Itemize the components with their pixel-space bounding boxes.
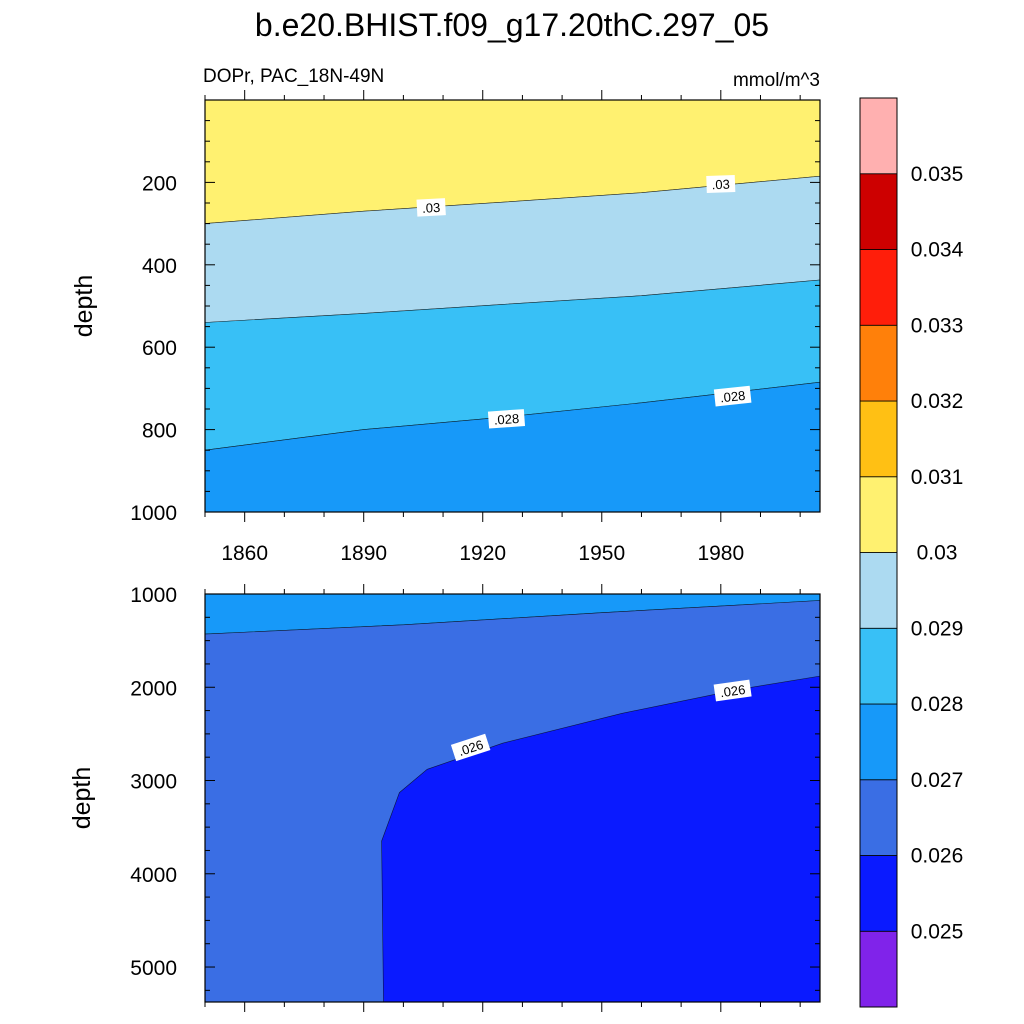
colorbar-frame <box>859 97 898 1008</box>
y-tick-label-upper-400: 400 <box>142 255 177 278</box>
y-tick-label-lower-4000: 4000 <box>130 864 177 887</box>
variable-label: DOPr, PAC_18N-49N <box>203 66 384 87</box>
colorbar-swatch-4 <box>859 627 898 705</box>
contour-label-box <box>487 409 526 429</box>
contour-label-text: .028 <box>493 411 519 428</box>
y-tick-label-upper-200: 200 <box>142 172 177 195</box>
x-tick-label-upper-1920: 1920 <box>459 542 506 565</box>
contour-label-text: .028 <box>719 388 746 406</box>
x-tick-label-upper-1980: 1980 <box>697 542 744 565</box>
figure-title: b.e20.BHIST.f09_g17.20thC.297_05 <box>255 7 769 43</box>
x-tick-label-upper-1950: 1950 <box>578 542 625 565</box>
colorbar-label-5: 0.03 <box>917 542 958 565</box>
contour-label-lower-0: .026 <box>450 733 491 762</box>
colorbar-swatch-0 <box>859 930 898 1008</box>
y-axis-label-upper: depth <box>70 275 98 338</box>
colorbar-swatch-6 <box>859 476 898 553</box>
units-label: mmol/m^3 <box>733 70 820 91</box>
colorbar-label-10: 0.035 <box>911 163 964 186</box>
colorbar-swatch-3 <box>859 703 898 781</box>
contour-label-text: .03 <box>712 177 731 193</box>
y-tick-label-lower-3000: 3000 <box>130 771 177 794</box>
colorbar-label-1: 0.026 <box>911 845 964 868</box>
colorbar-swatch-1 <box>859 855 898 932</box>
contour-label-upper-3: .028 <box>713 385 752 407</box>
colorbar-swatch-10 <box>859 173 898 250</box>
y-tick-label-upper-800: 800 <box>142 420 177 443</box>
colorbar-label-7: 0.032 <box>911 390 964 413</box>
x-tick-label-upper-1860: 1860 <box>221 542 268 565</box>
colorbar-label-2: 0.027 <box>911 769 964 792</box>
contour-label-text: .03 <box>422 200 441 216</box>
contour-label-upper-1: .03 <box>706 175 736 193</box>
colorbar-label-3: 0.028 <box>911 693 964 716</box>
colorbar-swatch-9 <box>859 249 898 326</box>
contour-label-upper-2: .028 <box>487 409 526 429</box>
colorbar-label-9: 0.034 <box>911 239 964 262</box>
y-tick-label-upper-600: 600 <box>142 337 177 360</box>
y-axis-label-lower: depth <box>68 767 96 830</box>
plot-frame-lower <box>204 593 821 1003</box>
colorbar-swatch-7 <box>859 400 898 478</box>
upper-panel: 1860 1890 1920 1950 1980 200 400 600 800 1000 dept… <box>70 90 821 565</box>
contour-label-text: .026 <box>719 682 746 700</box>
contour-label-box <box>713 385 752 407</box>
colorbar-swatch-2 <box>859 779 898 856</box>
colorbar-swatch-8 <box>859 324 898 402</box>
colorbar-swatch-11 <box>859 97 898 175</box>
colorbar: 0.025 0.026 0.027 0.028 0.029 0.03 0.031 0.032 0… <box>859 97 964 1008</box>
colorbar-label-6: 0.031 <box>911 466 964 489</box>
x-tick-label-upper-1890: 1890 <box>340 542 387 565</box>
colorbar-label-8: 0.033 <box>911 314 964 337</box>
contour-label-box <box>416 198 446 217</box>
contour-label-upper-0: .03 <box>416 198 446 217</box>
y-tick-label-upper-1000: 1000 <box>130 502 177 525</box>
contour-label-lower-1: .026 <box>713 679 752 702</box>
colorbar-label-4: 0.029 <box>911 617 964 640</box>
contour-label-box <box>706 175 736 193</box>
lower-panel: 1000 2000 3000 4000 5000 depth .026 .026 <box>68 584 821 1012</box>
y-tick-label-lower-1000: 1000 <box>130 584 177 607</box>
contour-label-box <box>450 733 491 762</box>
contour-label-box <box>713 679 752 702</box>
colorbar-label-0: 0.025 <box>911 920 964 943</box>
y-tick-label-lower-5000: 5000 <box>130 957 177 980</box>
contour-label-text: .026 <box>456 737 485 759</box>
colorbar-swatch-5 <box>859 552 898 629</box>
y-tick-label-lower-2000: 2000 <box>130 677 177 700</box>
